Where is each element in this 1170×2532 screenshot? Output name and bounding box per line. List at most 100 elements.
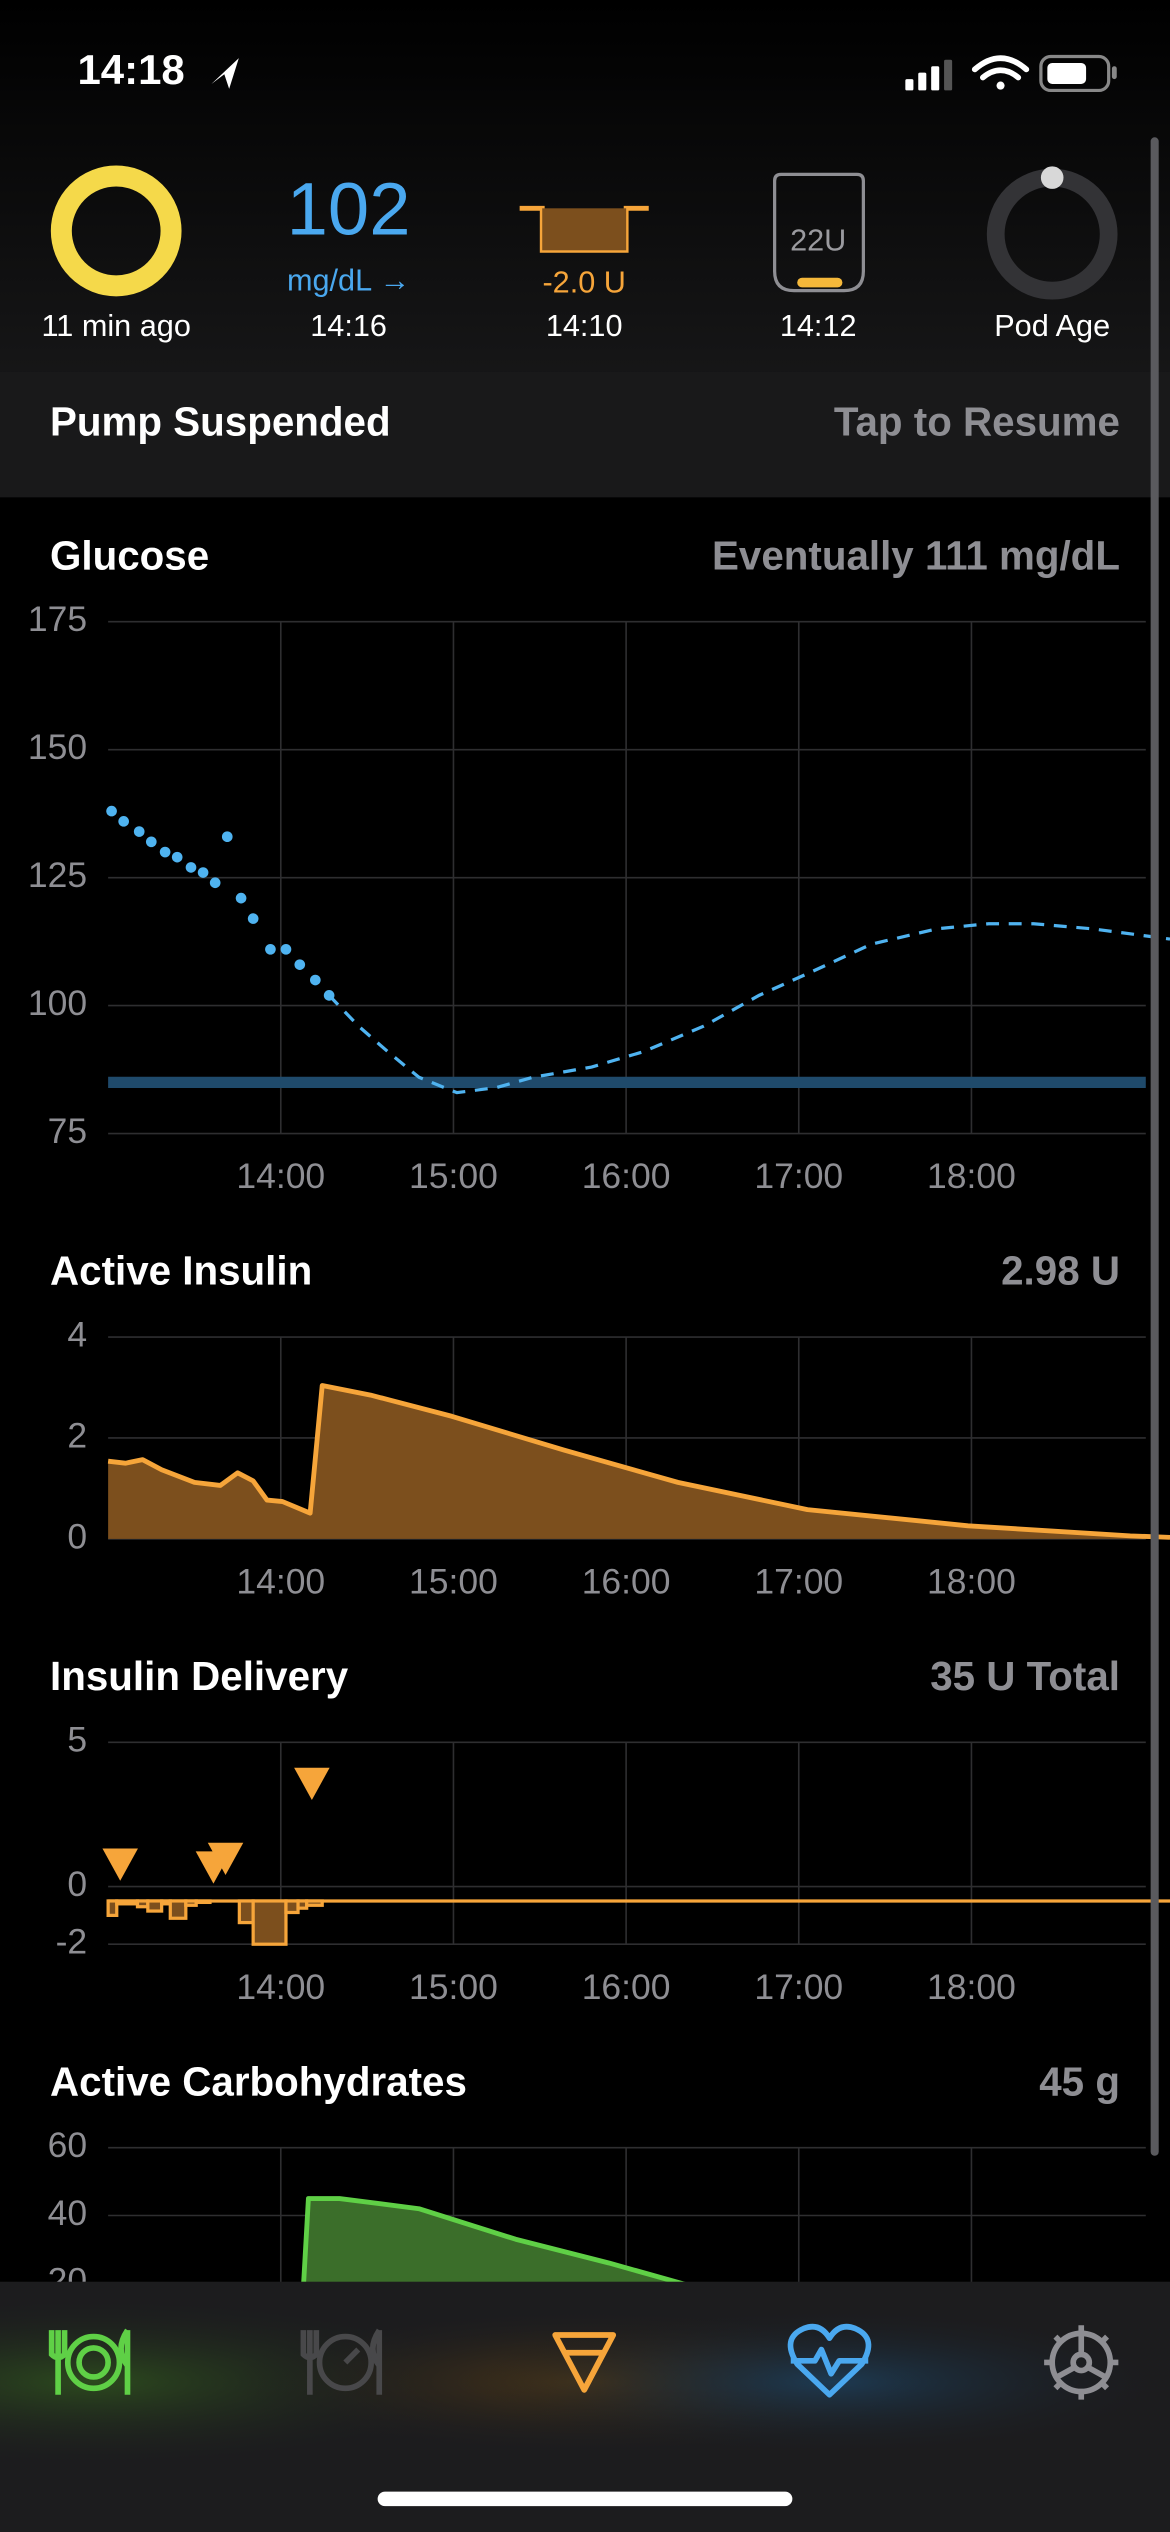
area-fill [108,1385,1170,1539]
basal-status[interactable]: -2.0 U 14:10 [519,205,649,343]
glucose-point [209,877,221,889]
pump-status: Pump Suspended [50,398,391,444]
chart-summary: 2.98 U [1001,1248,1120,1294]
y-tick-label: 75 [48,1111,87,1151]
y-tick-label: 0 [67,1864,87,1904]
glucose-point [265,943,276,955]
battery-icon [1039,54,1117,93]
y-tick-label: 150 [28,727,87,767]
chart-summary: 35 U Total [930,1653,1120,1699]
y-tick-label: 60 [48,2125,87,2165]
chart-title: Active Carbohydrates [50,2058,467,2104]
bolus-marker [207,1842,244,1876]
settings-tab[interactable] [1044,2325,1119,2400]
x-tick-label: 16:00 [582,1156,671,1196]
x-tick-label: 18:00 [927,1561,1016,1601]
glucose-point [106,805,117,817]
bolus-marker [294,1767,330,1801]
x-tick-label: 18:00 [927,1967,1016,2007]
signal-icon [905,59,953,91]
x-tick-label: 14:00 [236,1967,325,2007]
bolus-marker [102,1848,138,1881]
glucose-point [145,836,157,848]
basal-bar [115,1899,140,1906]
location-icon [211,58,239,89]
bolus-tab[interactable] [552,2332,617,2393]
y-tick-label: 100 [28,983,87,1023]
glucose-time: 14:16 [310,309,387,343]
basal-bar [194,1899,212,1905]
reservoir-value: 22U [790,223,846,257]
basal-bar [146,1899,164,1913]
reservoir-status[interactable]: 22U 14:12 [773,172,865,343]
x-tick-label: 17:00 [754,1156,843,1196]
status-time: 14:18 [77,46,184,93]
banner-bg [0,371,1170,498]
y-tick-label: 4 [67,1314,87,1354]
chart-title: Glucose [50,532,209,578]
y-tick-label: 175 [28,599,87,639]
header-bg [0,0,1170,372]
scrollbar [1150,137,1159,2156]
reservoir-time: 14:12 [780,309,857,343]
glucose-point [247,913,259,924]
glucose-value: 102 [287,167,411,250]
reservoir-level [797,277,843,288]
resume-button[interactable]: Tap to Resume [834,398,1120,444]
basal-bar [168,1899,188,1920]
x-tick-label: 15:00 [409,1561,498,1601]
basal-bar [305,1899,324,1907]
basal-bar [237,1899,255,1925]
pod-age-status[interactable]: Pod Age [986,166,1118,343]
y-tick-label: 40 [48,2193,87,2233]
loop-ring [50,165,182,297]
x-tick-label: 15:00 [409,1156,498,1196]
loop-status[interactable]: 11 min ago [42,165,191,343]
carb-entry-tab[interactable] [48,2328,131,2395]
chart-summary: 45 g [1039,2058,1120,2104]
basal-bar [284,1899,300,1915]
prediction-line [327,922,1170,1095]
glucose-point [118,816,129,827]
x-tick-label: 15:00 [409,1967,498,2007]
loop-age: 11 min ago [42,309,191,343]
x-tick-label: 18:00 [927,1156,1016,1196]
override-tab[interactable] [787,2323,872,2398]
basal-icon-fill [542,208,627,251]
glucose-point [185,862,197,873]
chart-title: Active Insulin [50,1248,312,1294]
y-tick-label: -2 [56,1922,88,1962]
tab-bar [0,2281,1170,2532]
pre-meal-tab[interactable] [300,2328,383,2395]
basal-bar [251,1899,288,1946]
basal-value: -2.0 U [542,265,625,299]
reservoir-icon [773,172,865,293]
x-tick-label: 14:00 [236,1156,325,1196]
chart-summary: Eventually 111 mg/dL [712,532,1120,578]
y-tick-label: 0 [67,1516,87,1556]
x-tick-label: 14:00 [236,1561,325,1601]
glucose-point [280,943,292,955]
glucose-status[interactable]: 102 mg/dL → 14:16 [287,167,411,343]
glucose-point [235,892,247,904]
x-tick-label: 16:00 [582,1967,671,2007]
x-tick-label: 17:00 [754,1967,843,2007]
glucose-point [197,867,209,878]
area-line [107,1383,1170,1540]
charts: Glucose Eventually 111 mg/dL 75 100 125 150 17… [28,532,1170,2414]
glucose-point [159,846,171,858]
chart-title: Insulin Delivery [50,1653,349,1699]
tab-glow [0,2281,1170,2532]
glucose-point [309,974,321,986]
glucose-point [171,851,183,863]
glucose-point [221,831,233,843]
glucose-point [133,826,145,837]
y-tick-label: 5 [67,1720,87,1760]
x-tick-label: 16:00 [582,1561,671,1601]
glucose-unit: mg/dL → [287,264,410,298]
y-tick-label: 125 [28,855,87,895]
glucose-point [294,959,306,970]
x-tick-label: 17:00 [754,1561,843,1601]
